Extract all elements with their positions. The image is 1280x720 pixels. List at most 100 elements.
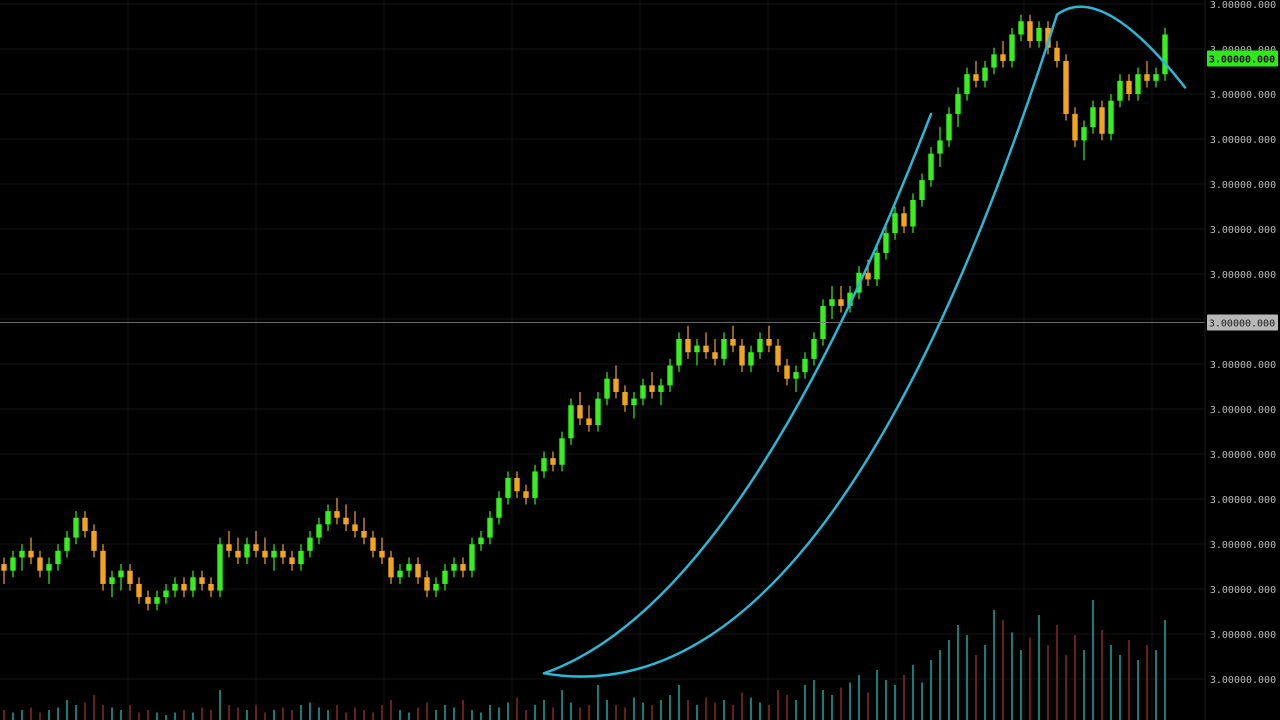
candle-body [496, 497, 502, 518]
volume-bar [93, 695, 95, 720]
lower-channel-curve [542, 13, 1059, 678]
volume-bar [1155, 650, 1157, 720]
volume-bar [939, 650, 941, 720]
volume-bar [345, 712, 347, 720]
volume-bar [246, 710, 248, 720]
trend-curves [542, 5, 1187, 678]
volume-bar [489, 705, 491, 720]
volume-bar [687, 700, 689, 720]
candle-body [226, 544, 232, 551]
candle-body [622, 391, 628, 406]
candle-body [397, 570, 403, 578]
volume-bar [327, 710, 329, 720]
volume-bar [273, 710, 275, 720]
candle-body [802, 358, 808, 373]
volume-bar [885, 680, 887, 720]
volume-bar [336, 705, 338, 720]
volume-bar [174, 712, 176, 720]
volume-bar [84, 702, 86, 720]
volume-bar [597, 685, 599, 720]
volume-bar [435, 710, 437, 720]
y-tick-label: 3.00000.000 [1210, 675, 1276, 686]
candle-body [406, 564, 412, 571]
volume-bar [696, 705, 698, 720]
volume-bar [777, 690, 779, 720]
candle-body [361, 530, 367, 538]
candle-body [775, 345, 781, 366]
volume-bar [1038, 615, 1040, 720]
candle-body [865, 272, 871, 280]
volume-bar [363, 710, 365, 720]
candle-body [64, 537, 70, 551]
candle-body [1081, 127, 1087, 141]
y-tick-label: 3.00000.000 [1210, 180, 1276, 191]
candle-body [154, 597, 160, 604]
volume-bar [183, 710, 185, 720]
volume-bar [516, 697, 518, 720]
candle-body [1153, 74, 1159, 81]
volume-bar [894, 685, 896, 720]
volume-bar [1011, 632, 1013, 720]
volume-bar [606, 700, 608, 720]
volume-bar [651, 705, 653, 720]
volume-bar [219, 690, 221, 720]
volume-bar [1056, 625, 1058, 720]
volume-bar [1029, 637, 1031, 720]
y-tick-label: 3.00000.000 [1210, 135, 1276, 146]
volume-bar [129, 705, 131, 720]
volume-bar [705, 697, 707, 720]
grid-lines [0, 0, 1205, 720]
candle-body [1009, 34, 1015, 61]
candle-body [712, 352, 718, 359]
candle-body [370, 537, 376, 551]
volume-bar [291, 710, 293, 720]
candle-body [10, 557, 16, 571]
current-price-tag-background [1207, 50, 1278, 67]
candle-body [1, 564, 7, 571]
y-tick-label: 3.00000.000 [1210, 540, 1276, 551]
volume-bar [462, 700, 464, 720]
volume-bar [813, 680, 815, 720]
candle-body [343, 517, 349, 525]
candle-body [307, 537, 313, 551]
candle-body [829, 299, 835, 306]
candle-body [235, 550, 241, 558]
candle-body [487, 517, 493, 538]
candle-body [379, 550, 385, 558]
volume-bar [552, 707, 554, 720]
volume-bar [678, 685, 680, 720]
volume-bar [1047, 645, 1049, 720]
volume-bar [210, 710, 212, 720]
candle-body [577, 405, 583, 419]
volume-bar [1074, 635, 1076, 720]
volume-bar [1020, 650, 1022, 720]
volume-bar [192, 712, 194, 720]
volume-bar [426, 702, 428, 720]
candle-body [55, 550, 61, 565]
volume-bar [1146, 645, 1148, 720]
candle-body [469, 544, 475, 571]
candle-body [1072, 113, 1078, 141]
volume-bar [1092, 600, 1094, 720]
volume-bar [1164, 620, 1166, 720]
candle-body [289, 557, 295, 565]
volume-bar [3, 710, 5, 720]
volume-bar [660, 700, 662, 720]
volume-bar [876, 670, 878, 720]
candle-body [1144, 74, 1150, 81]
candle-body [19, 550, 25, 558]
volume-bar [822, 690, 824, 720]
volume-bar [624, 707, 626, 720]
candle-body [91, 530, 97, 551]
volume-bars [3, 600, 1166, 720]
volume-bar [993, 610, 995, 720]
candle-body [568, 405, 574, 439]
candle-body [46, 564, 52, 571]
volume-bar [741, 692, 743, 720]
candle-body [550, 458, 556, 465]
volume-bar [453, 707, 455, 720]
candle-body [1027, 21, 1033, 42]
candle-body [631, 398, 637, 406]
candle-body [559, 438, 565, 465]
